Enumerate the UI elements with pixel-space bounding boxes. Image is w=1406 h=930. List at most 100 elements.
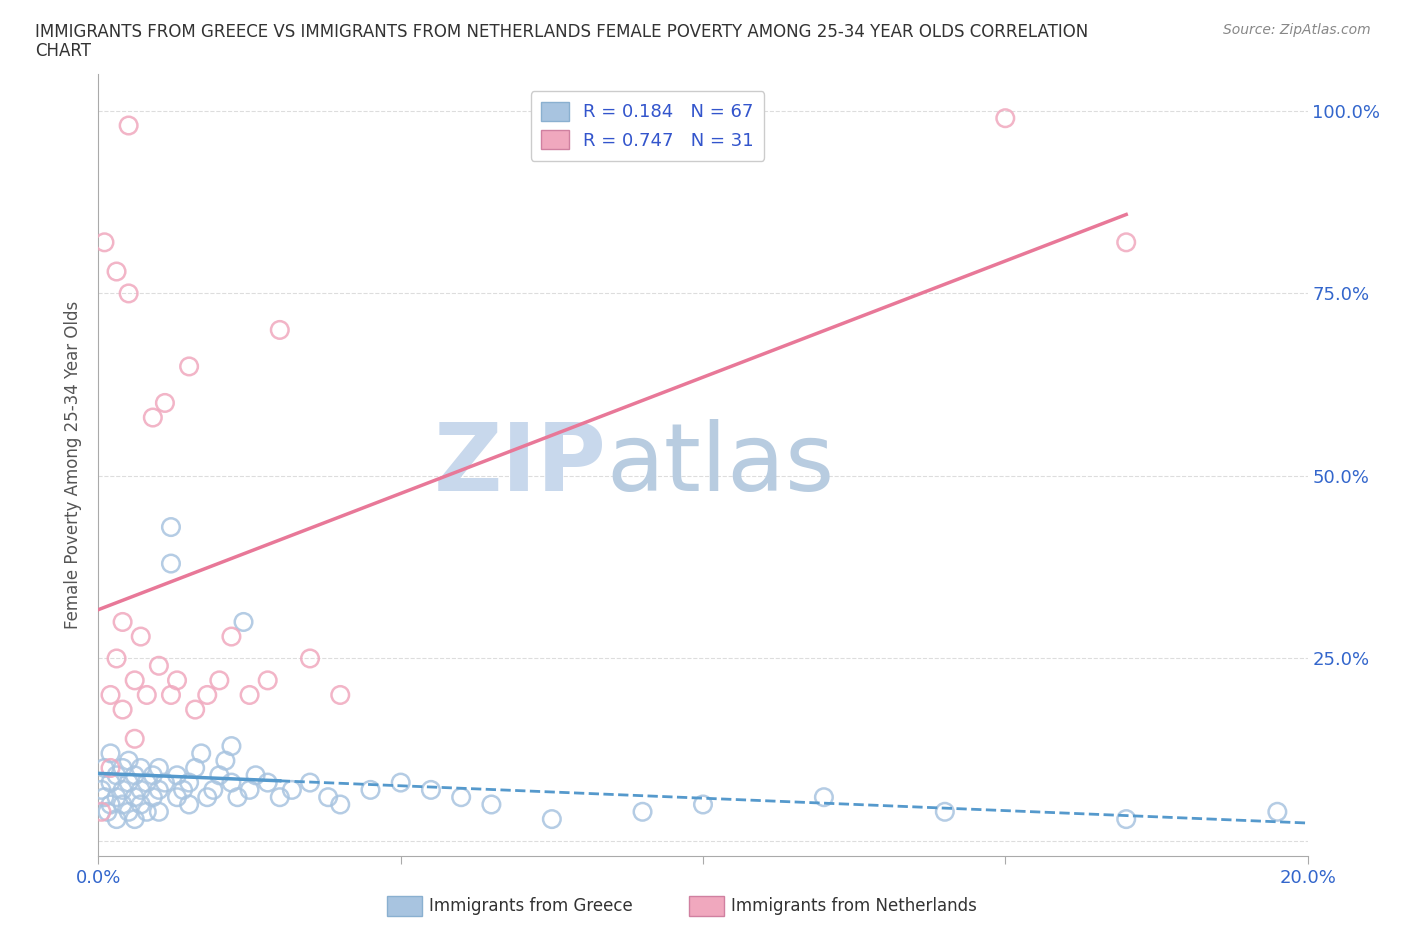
Point: [100, 687, 122, 702]
Point: [389, 775, 412, 790]
Point: [166, 790, 188, 804]
Point: [111, 782, 134, 797]
Point: [450, 790, 472, 804]
Point: [360, 782, 382, 797]
Point: [148, 658, 170, 673]
Point: [329, 687, 352, 702]
Point: [269, 323, 291, 338]
Point: [124, 768, 146, 783]
Point: [329, 797, 352, 812]
Point: [124, 790, 146, 804]
Point: [692, 797, 714, 812]
Point: [934, 804, 956, 819]
Point: [111, 761, 134, 776]
Point: [90, 782, 112, 797]
Point: [166, 768, 188, 783]
Point: [100, 746, 122, 761]
Point: [160, 687, 183, 702]
Point: [256, 775, 278, 790]
Point: [299, 775, 322, 790]
Point: [118, 286, 141, 301]
Point: [1267, 804, 1289, 819]
Point: [202, 782, 225, 797]
Point: [269, 790, 291, 804]
Point: [179, 359, 201, 374]
Point: [226, 790, 249, 804]
Point: [481, 797, 503, 812]
Text: Immigrants from Greece: Immigrants from Greece: [429, 897, 633, 915]
Point: [195, 687, 218, 702]
Point: [160, 556, 183, 571]
Point: [135, 804, 157, 819]
Point: [124, 731, 146, 746]
Point: [221, 629, 243, 644]
Y-axis label: Female Poverty Among 25-34 Year Olds: Female Poverty Among 25-34 Year Olds: [65, 301, 83, 629]
Point: [129, 761, 152, 776]
Point: [1115, 235, 1137, 250]
Point: [160, 520, 183, 535]
Point: [184, 761, 207, 776]
Point: [105, 264, 128, 279]
Point: [420, 782, 443, 797]
Point: [90, 804, 112, 819]
Legend: R = 0.184   N = 67, R = 0.747   N = 31: R = 0.184 N = 67, R = 0.747 N = 31: [530, 91, 765, 161]
Point: [299, 651, 322, 666]
Point: [166, 673, 188, 688]
Point: [105, 790, 128, 804]
Point: [214, 753, 236, 768]
Point: [96, 804, 118, 819]
Point: [105, 651, 128, 666]
Point: [221, 775, 243, 790]
Point: [111, 702, 134, 717]
Point: [1115, 812, 1137, 827]
Point: [153, 395, 176, 410]
Point: [179, 775, 201, 790]
Point: [221, 738, 243, 753]
Point: [245, 768, 267, 783]
Point: [100, 761, 122, 776]
Point: [148, 761, 170, 776]
Point: [172, 782, 194, 797]
Point: [148, 782, 170, 797]
Point: [93, 235, 115, 250]
Point: [631, 804, 654, 819]
Point: [281, 782, 304, 797]
Point: [142, 768, 165, 783]
Point: [118, 775, 141, 790]
Point: [256, 673, 278, 688]
Point: [208, 768, 231, 783]
Point: [142, 790, 165, 804]
Point: [124, 812, 146, 827]
Point: [239, 782, 262, 797]
Point: [239, 687, 262, 702]
Point: [111, 615, 134, 630]
Point: [100, 775, 122, 790]
Point: [184, 702, 207, 717]
Text: Immigrants from Netherlands: Immigrants from Netherlands: [731, 897, 977, 915]
Text: atlas: atlas: [606, 419, 835, 511]
Point: [93, 790, 115, 804]
Point: [111, 797, 134, 812]
Point: [105, 812, 128, 827]
Point: [100, 797, 122, 812]
Point: [105, 768, 128, 783]
Point: [813, 790, 835, 804]
Text: ZIP: ZIP: [433, 419, 606, 511]
Point: [153, 775, 176, 790]
Text: CHART: CHART: [35, 42, 91, 60]
Point: [208, 673, 231, 688]
Point: [994, 111, 1017, 126]
Point: [118, 753, 141, 768]
Point: [316, 790, 339, 804]
Point: [232, 615, 254, 630]
Point: [118, 804, 141, 819]
Point: [195, 790, 218, 804]
Point: [129, 629, 152, 644]
Point: [129, 797, 152, 812]
Text: IMMIGRANTS FROM GREECE VS IMMIGRANTS FROM NETHERLANDS FEMALE POVERTY AMONG 25-34: IMMIGRANTS FROM GREECE VS IMMIGRANTS FRO…: [35, 23, 1088, 41]
Point: [129, 782, 152, 797]
Point: [135, 775, 157, 790]
Text: Source: ZipAtlas.com: Source: ZipAtlas.com: [1223, 23, 1371, 37]
Point: [179, 797, 201, 812]
Point: [93, 761, 115, 776]
